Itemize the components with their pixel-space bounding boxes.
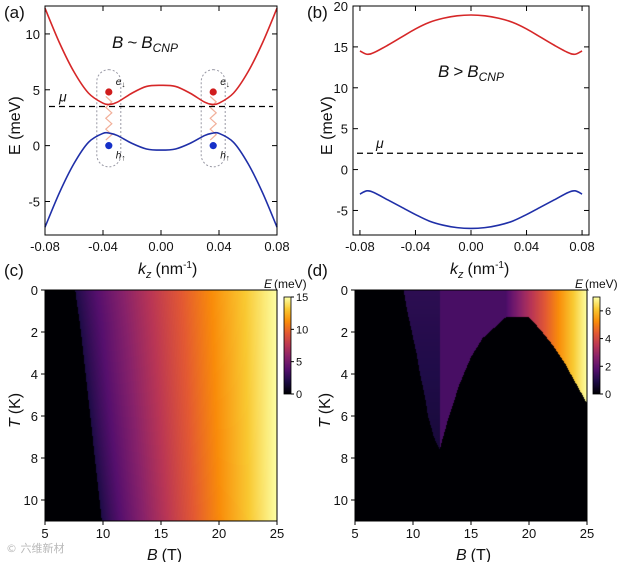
- panel-b-xtick-label: 0.00: [458, 239, 483, 254]
- panel-a-conduction-band: [44, 7, 278, 106]
- watermark: © 六维新材: [6, 542, 65, 555]
- panel-label-d: (d): [307, 261, 328, 280]
- panel-a-ytick-label: 5: [33, 83, 40, 98]
- panel-b-xtick-label: -0.08: [345, 239, 375, 254]
- panel-d-xlabel: B (T): [456, 547, 491, 562]
- panel-c-ytick-label: 0: [31, 283, 38, 298]
- panel-b-ytick-label: 15: [334, 40, 348, 55]
- panel-a-valence-band: [44, 131, 278, 228]
- panel-b-ytick-label: 0: [341, 163, 348, 178]
- panel-b-xtick-label: 0.04: [514, 239, 539, 254]
- panel-b-ytick-label: 5: [341, 122, 348, 137]
- panel-c-xtick-label: 10: [96, 526, 110, 541]
- panel-c-xtick-label: 5: [41, 526, 48, 541]
- panel-b-ytick-label: 10: [334, 81, 348, 96]
- panel-b-conduction-band: [359, 14, 583, 56]
- panel-a-ytick-label: -5: [28, 194, 40, 209]
- panel-label-c: (c): [4, 261, 24, 280]
- panel-d-cbar-tick-label: 2: [605, 361, 611, 373]
- panel-c-colorbar-label: E (meV): [264, 277, 307, 291]
- panel-b-ytick-label: 20: [334, 0, 348, 14]
- panel-b-annotation: B > BCNP: [438, 62, 504, 84]
- panel-label-b: (b): [307, 3, 328, 22]
- panel-a-marker-spin: ↓: [121, 80, 125, 89]
- panel-c-xlabel: B (T): [147, 547, 182, 562]
- panel-d-ytick-label: 6: [341, 409, 348, 424]
- panel-c-xtick-label: 20: [212, 526, 226, 541]
- panel-a-marker: [105, 142, 113, 150]
- panel-a-xtick-label: 0.04: [206, 239, 231, 254]
- panel-c-ytick-label: 4: [31, 367, 38, 382]
- panel-b: μ -0.08 -0.04 0.00 0.04 0.08 -5 0 5 10 15 20 B > BCN…: [319, 0, 595, 281]
- panel-a-marker: [209, 142, 217, 150]
- panel-d-ytick-label: 0: [341, 283, 348, 298]
- panel-b-valence-band: [359, 189, 583, 230]
- panel-c-xtick-label: 15: [154, 526, 168, 541]
- panel-c-heatmap: [45, 290, 277, 521]
- panel-d-xtick-label: 10: [406, 526, 420, 541]
- panel-c: 5 10 15 20 25 0 2 4 6 8 10 0 5 10 15 E (meV) B (T) T(K): [7, 277, 308, 562]
- panel-c-cbar-tick-label: 10: [296, 324, 308, 336]
- panel-a: μ e↓ e↓ h↑ h↑ -0.08 -0.04 0.00 0.04 0.08 -5 0 5 10 B…: [7, 5, 290, 281]
- panel-a-marker-label: e↓: [116, 77, 126, 89]
- panel-b-xtick-label: 0.08: [569, 239, 594, 254]
- panel-d-heatmap: [355, 290, 587, 521]
- panel-a-marker-spin: ↑: [226, 154, 230, 163]
- panel-d-ylabel: T(K): [317, 393, 334, 428]
- panel-a-xtick-label: 0.00: [148, 239, 173, 254]
- panel-d-xtick-label: 20: [522, 526, 536, 541]
- panel-d-xtick-label: 5: [351, 526, 358, 541]
- panel-a-ytick-label: 0: [33, 139, 40, 154]
- panel-a-marker-label: h↑: [220, 151, 230, 163]
- panel-d-ytick-label: 2: [341, 325, 348, 340]
- panel-c-ytick-label: 2: [31, 325, 38, 340]
- panel-d-ytick-label: 10: [334, 493, 348, 508]
- panel-a-xtick-label: 0.08: [264, 239, 289, 254]
- panel-c-ytick-label: 8: [31, 451, 38, 466]
- panel-a-marker-label: h↑: [116, 151, 126, 163]
- panel-d-xtick-label: 15: [464, 526, 478, 541]
- panel-c-ytick-label: 6: [31, 409, 38, 424]
- panel-d-ytick-label: 4: [341, 367, 348, 382]
- panel-b-ytick-label: -5: [336, 203, 348, 218]
- panel-a-xtick-label: -0.08: [30, 239, 60, 254]
- panel-d-colorbar: [593, 297, 600, 394]
- panel-a-pair-ellipse: [96, 69, 122, 168]
- panel-c-colorbar: [284, 297, 291, 394]
- panel-d-cbar-tick-label: 4: [605, 334, 611, 346]
- panel-a-mu-label: μ: [58, 89, 67, 105]
- panel-label-a: (a): [4, 3, 25, 22]
- panel-a-xlabel: kz (nm-1): [138, 260, 197, 281]
- panel-d-ytick-label: 8: [341, 451, 348, 466]
- panel-c-ytick-label: 10: [24, 493, 38, 508]
- panel-a-xtick-label: -0.04: [88, 239, 118, 254]
- panel-c-xtick-label: 25: [270, 526, 284, 541]
- panel-d-cbar-tick-label: 0: [605, 389, 611, 401]
- panel-a-marker-spin: ↑: [121, 154, 125, 163]
- panel-c-cbar-tick-label: 5: [296, 357, 302, 369]
- panel-d: 5 10 15 20 25 0 2 4 6 8 10 0 2 4 6 E (meV) B (T) T(K): [317, 277, 618, 562]
- panel-b-ylabel: E (meV): [319, 96, 336, 155]
- panel-c-ylabel: T(K): [7, 393, 24, 428]
- panel-b-xtick-label: -0.04: [401, 239, 431, 254]
- panel-a-marker: [105, 88, 113, 96]
- panel-c-cbar-tick-label: 0: [296, 389, 302, 401]
- panel-b-xlabel: kz (nm-1): [450, 260, 509, 281]
- panel-a-pair-ellipse: [200, 69, 226, 168]
- panel-b-mu-label: μ: [375, 135, 384, 151]
- panel-c-colorbar-frame: [283, 296, 292, 395]
- panel-d-xtick-label: 25: [580, 526, 594, 541]
- panel-d-colorbar-label: E (meV): [575, 277, 618, 291]
- panel-d-colorbar-frame: [592, 296, 601, 395]
- panel-a-marker: [209, 88, 217, 96]
- panel-c-cbar-tick-label: 15: [296, 292, 308, 304]
- panel-a-ytick-label: 10: [26, 27, 40, 42]
- panel-a-ylabel: E (meV): [7, 96, 24, 155]
- panel-d-cbar-tick-label: 6: [605, 306, 611, 318]
- panel-a-marker-label: e↓: [220, 77, 230, 89]
- panel-a-annotation: B ~ BCNP: [112, 33, 178, 55]
- panel-a-marker-spin: ↓: [226, 80, 230, 89]
